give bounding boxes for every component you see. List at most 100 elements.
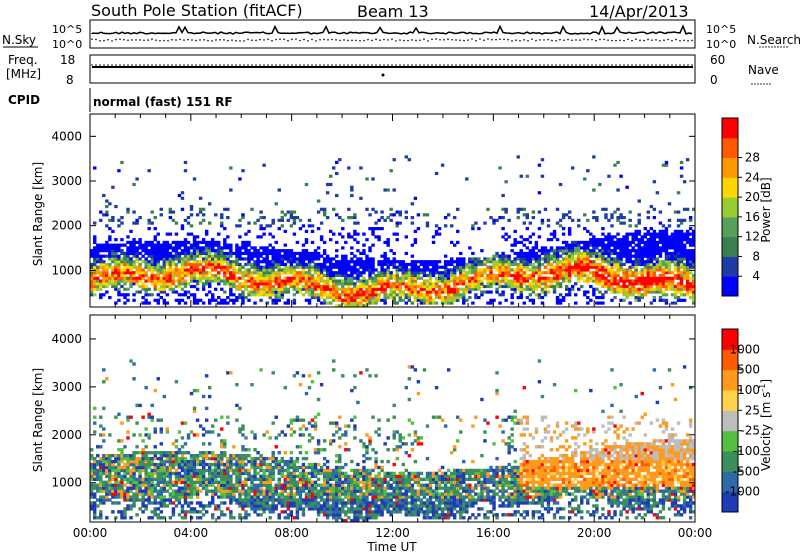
vel-cell [111, 460, 114, 463]
power-cell [178, 268, 181, 271]
power-cell [108, 219, 111, 222]
power-cell [302, 263, 305, 266]
vel-cell [193, 466, 196, 469]
power-cell [495, 288, 498, 291]
power-cell [619, 290, 622, 293]
power-cell [468, 288, 471, 291]
power-cell [329, 285, 332, 288]
power-cell [247, 299, 250, 302]
power-cell [362, 290, 365, 293]
power-cell [444, 224, 447, 227]
power-cell [265, 282, 268, 285]
power-cell [172, 274, 175, 277]
power-cell [253, 279, 256, 282]
nave-dot [459, 64, 461, 66]
power-cell [272, 246, 275, 249]
power-cell [178, 274, 181, 277]
power-cell [523, 263, 526, 266]
power-cell [610, 277, 613, 280]
vel-cell [196, 516, 199, 519]
power-cell [386, 188, 389, 191]
power-cell [411, 279, 414, 282]
power-cell [574, 249, 577, 252]
power-cell [217, 266, 220, 269]
power-cell [468, 260, 471, 263]
power-cell [471, 268, 474, 271]
power-cell [441, 282, 444, 285]
vel-cell [135, 404, 138, 407]
power-cell [577, 266, 580, 269]
power-cell [565, 266, 568, 269]
power-cell [108, 255, 111, 258]
power-cell [365, 208, 368, 211]
vel-cell [205, 478, 208, 481]
power-cell [644, 263, 647, 266]
power-cell [562, 263, 565, 266]
vel-cell [157, 419, 160, 422]
power-cell [638, 299, 641, 302]
power-cell [426, 299, 429, 302]
power-cell [262, 266, 265, 269]
power-cell [284, 301, 287, 304]
power-cell [538, 271, 541, 274]
power-cell [565, 241, 568, 244]
power-cell [102, 282, 105, 285]
nsearch-legend-dot [762, 46, 763, 47]
power-cell [371, 260, 374, 263]
vel-cell [202, 433, 205, 436]
power-cell [680, 244, 683, 247]
vel-cell [205, 463, 208, 466]
power-cell [259, 282, 262, 285]
vel-cell [199, 460, 202, 463]
power-cell [232, 252, 235, 255]
power-cell [193, 241, 196, 244]
nave-dot [443, 64, 445, 66]
power-cell [214, 263, 217, 266]
power-cell [683, 299, 686, 302]
power-cell [320, 266, 323, 269]
power-cell [223, 277, 226, 280]
power-cell [647, 271, 650, 274]
power-cell [272, 268, 275, 271]
power-cell [141, 301, 144, 304]
power-cell [625, 233, 628, 236]
vel-cell [96, 498, 99, 501]
power-cell [405, 274, 408, 277]
power-cell [653, 235, 656, 238]
power-cell [250, 255, 253, 258]
power-cell [332, 257, 335, 260]
power-cell [272, 285, 275, 288]
power-cell [671, 260, 674, 263]
power-cell [453, 260, 456, 263]
power-cell [259, 211, 262, 214]
power-cell [386, 241, 389, 244]
power-cell [323, 252, 326, 255]
power-cell [408, 271, 411, 274]
vel-cell [96, 478, 99, 481]
power-cell [532, 233, 535, 236]
vel-cell [135, 478, 138, 481]
power-cell [638, 252, 641, 255]
power-cell [674, 249, 677, 252]
vel-cell [132, 377, 135, 380]
vel-cell [214, 487, 217, 490]
vel-cell [157, 478, 160, 481]
power-cell [120, 216, 123, 219]
power-cell [616, 238, 619, 241]
power-cell [196, 279, 199, 282]
power-cell [598, 296, 601, 299]
vel-cell [184, 469, 187, 472]
power-cell [520, 266, 523, 269]
nsearch-dot [575, 39, 577, 41]
power-cell [290, 285, 293, 288]
power-cell [601, 282, 604, 285]
vel-cell [163, 481, 166, 484]
power-cell [275, 279, 278, 282]
power-cell [344, 255, 347, 258]
power-cell [120, 279, 123, 282]
power-cell [665, 266, 668, 269]
vel-cell [108, 484, 111, 487]
power-cell [341, 255, 344, 258]
power-cell [229, 252, 232, 255]
nsearch-dot [303, 39, 305, 41]
